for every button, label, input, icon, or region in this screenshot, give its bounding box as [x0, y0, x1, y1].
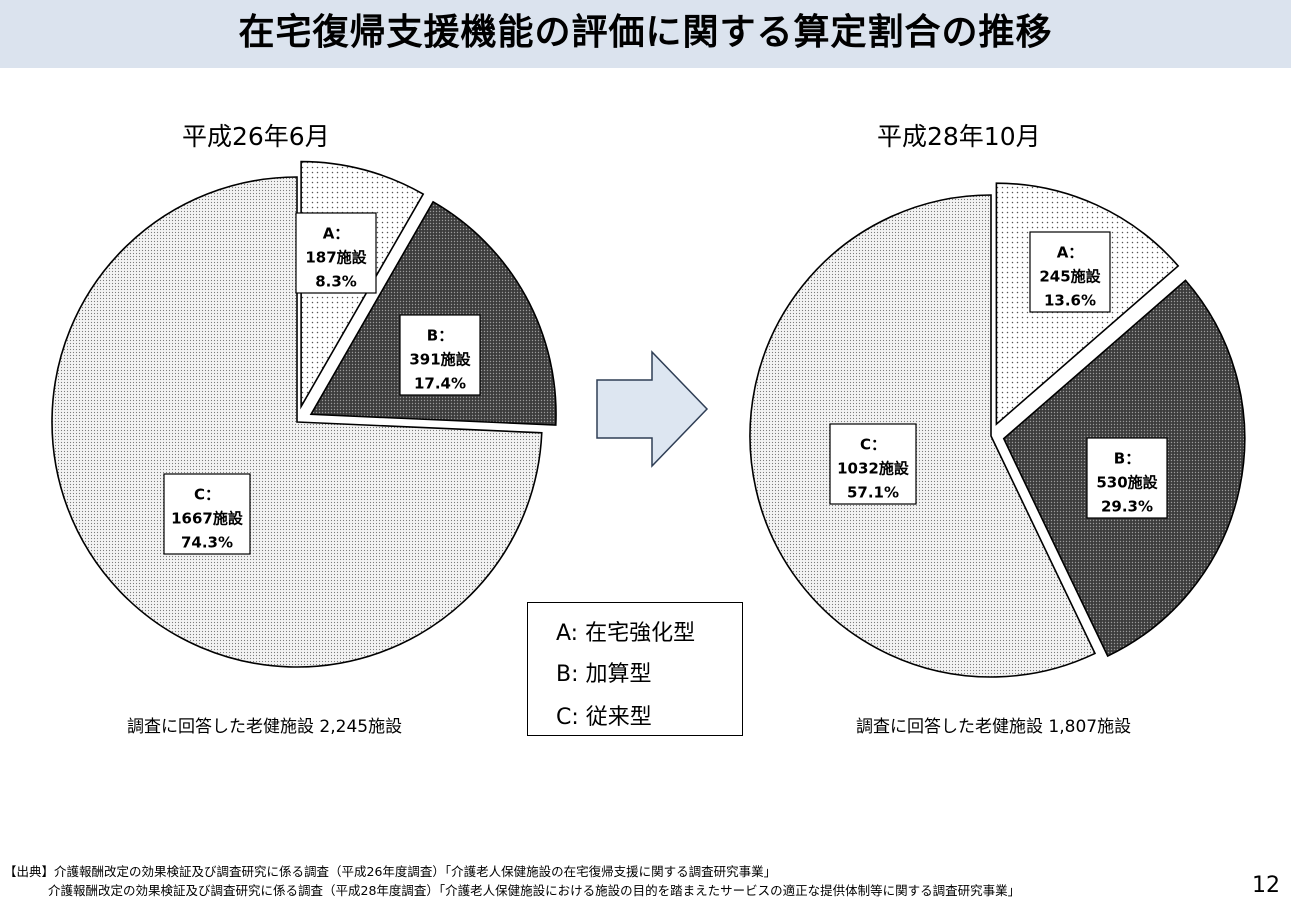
data-label-box — [1029, 231, 1111, 313]
data-label-line: 8.3% — [315, 273, 357, 291]
data-label-box — [295, 212, 377, 294]
pie-slice-b — [309, 200, 557, 426]
data-label-line: B： — [1114, 450, 1140, 468]
data-label-line: 1032施設 — [837, 460, 910, 478]
data-label-c: C： 1032施設 57.1% — [829, 423, 917, 505]
data-label-line: 1667施設 — [171, 510, 244, 528]
transition-arrow — [596, 350, 709, 468]
source-line-2: 介護報酬改定の効果検証及び調査研究に係る調査（平成28年度調査）「介護老人保健施… — [48, 883, 1021, 898]
source-line-1: 【出典】介護報酬改定の効果検証及び調査研究に係る調査（平成26年度調査）「介護老… — [4, 864, 777, 879]
data-label-line: C： — [194, 486, 220, 504]
data-label-line: 57.1% — [847, 484, 899, 502]
data-label-line: B： — [427, 327, 453, 345]
data-label-line: 29.3% — [1101, 498, 1153, 516]
data-label-box — [399, 314, 481, 396]
data-label-b: B： 530施設 29.3% — [1086, 437, 1168, 519]
data-label-box — [1086, 437, 1168, 519]
source-footer: 【出典】介護報酬改定の効果検証及び調査研究に係る調査（平成26年度調査）「介護老… — [4, 862, 1204, 900]
data-label-line: 17.4% — [414, 375, 466, 393]
data-label-line: 74.3% — [181, 534, 233, 552]
title-bar — [0, 0, 1291, 68]
data-label-a: A： 187施設 8.3% — [295, 212, 377, 294]
data-label-line: 245施設 — [1039, 268, 1101, 286]
legend-item-c: C: 従来型 — [556, 705, 652, 730]
data-label-line: 391施設 — [409, 351, 471, 369]
data-label-c: C： 1667施設 74.3% — [163, 473, 251, 555]
chart-title-2014: 平成26年6月 — [182, 122, 330, 151]
pie-chart-2016: A： 245施設 13.6% B： 530施設 29.3% C： 1032施設 57.1% — [749, 182, 1246, 678]
legend: A: 在宅強化型 B: 加算型 C: 従来型 — [527, 602, 743, 736]
legend-item-a: A: 在宅強化型 — [556, 621, 696, 646]
legend-item-b: B: 加算型 — [556, 662, 652, 687]
total-note-2016: 調査に回答した老健施設 1,807施設 — [856, 717, 1132, 737]
data-label-a: A： 245施設 13.6% — [1029, 231, 1111, 313]
data-label-line: A： — [1057, 244, 1084, 262]
page-title: 在宅復帰支援機能の評価に関する算定割合の推移 — [238, 12, 1053, 53]
data-label-line: 530施設 — [1096, 474, 1158, 492]
page-number: 12 — [1252, 873, 1280, 898]
data-label-line: C： — [860, 436, 886, 454]
data-label-box — [829, 423, 917, 505]
data-label-b: B： 391施設 17.4% — [399, 314, 481, 396]
pie-chart-2014: A： 187施設 8.3% B： 391施設 17.4% C： 1667施設 74.3% — [51, 160, 557, 668]
data-label-box — [163, 473, 251, 555]
data-label-line: 13.6% — [1044, 292, 1096, 310]
chart-title-2016: 平成28年10月 — [877, 122, 1041, 151]
total-note-2014: 調査に回答した老健施設 2,245施設 — [127, 717, 403, 737]
data-label-line: A： — [323, 225, 350, 243]
pie-slice-c — [749, 194, 1097, 678]
data-label-line: 187施設 — [305, 249, 367, 267]
